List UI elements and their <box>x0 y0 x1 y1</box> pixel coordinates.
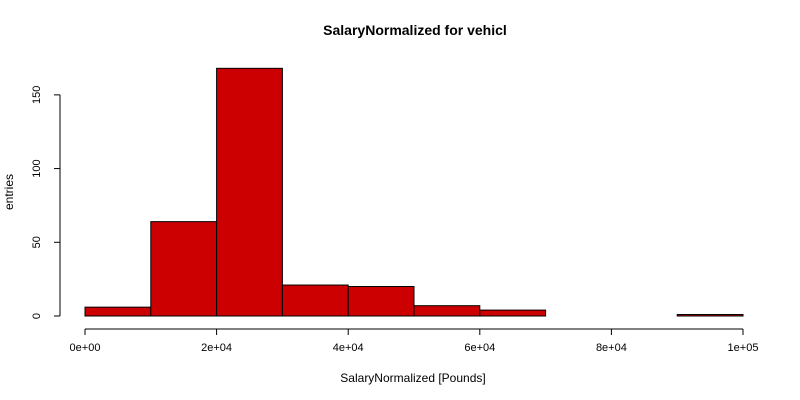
x-tick-label: 2e+04 <box>201 342 232 354</box>
bars-group <box>84 67 744 317</box>
y-tick-label: 0 <box>31 313 43 319</box>
x-axis: 0e+00 2e+04 4e+04 6e+04 8e+04 1e+05 <box>70 328 759 354</box>
histogram-bar <box>216 67 283 317</box>
histogram-bar <box>84 306 152 317</box>
y-tick-label: 100 <box>31 159 43 177</box>
chart-title: SalaryNormalized for vehicl <box>323 22 507 38</box>
x-tick-label: 4e+04 <box>333 342 364 354</box>
histogram-bar <box>281 284 349 317</box>
histogram-bar <box>347 286 415 317</box>
histogram-bar <box>676 314 744 317</box>
x-tick-label: 1e+05 <box>728 342 759 354</box>
histogram-bar <box>479 309 547 317</box>
y-axis: 0 50 100 150 <box>31 86 61 319</box>
y-tick-label: 50 <box>31 236 43 248</box>
x-tick-label: 8e+04 <box>596 342 627 354</box>
x-tick-label: 6e+04 <box>464 342 495 354</box>
x-tick-label: 0e+00 <box>70 342 101 354</box>
histogram-bar <box>413 305 481 317</box>
x-axis-label: SalaryNormalized [Pounds] <box>340 371 485 385</box>
histogram-bar <box>150 221 218 317</box>
y-tick-label: 150 <box>31 86 43 104</box>
y-axis-label: entries <box>2 174 16 210</box>
